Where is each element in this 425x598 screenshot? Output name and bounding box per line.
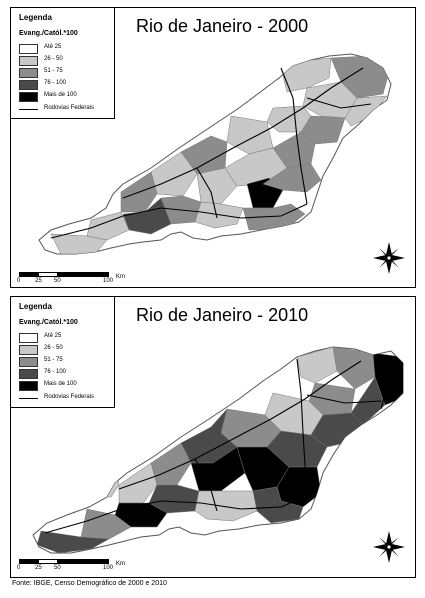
legend-subtitle: Evang./Catól.*100 [19, 30, 78, 37]
legend-item: 26 - 50 [19, 345, 114, 355]
legend-swatch [19, 357, 38, 367]
legend-item: 51 - 75 [19, 68, 114, 78]
legend-title: Legenda [19, 302, 52, 311]
map-title: Rio de Janeiro - 2000 [136, 16, 309, 36]
scale-tick: 25 [35, 278, 42, 284]
legend-label: 51 - 75 [44, 357, 63, 363]
map-legend: Legenda Evang./Catól.*100 Até 25 26 - 50… [11, 297, 115, 408]
legend-label: 26 - 50 [44, 345, 63, 351]
legend-item: Até 25 [19, 44, 114, 54]
scale-tick: 100 [103, 278, 114, 284]
scale-tick: 100 [103, 565, 114, 571]
municipalities-2000 [50, 55, 390, 254]
legend-swatch [19, 345, 38, 355]
scale-tick: 50 [54, 278, 61, 284]
scale-tick: 25 [35, 565, 42, 571]
legend-item: 26 - 50 [19, 56, 114, 66]
scale-tick: 50 [54, 565, 61, 571]
legend-item: 51 - 75 [19, 357, 114, 367]
legend-label: 76 - 100 [44, 369, 67, 375]
source-caption: Fonte: IBGE, Censo Demográfico de 2000 e… [12, 580, 167, 587]
legend-title: Legenda [19, 13, 52, 22]
legend-item: Mais de 100 [19, 381, 114, 391]
legend-swatch [19, 80, 38, 90]
legend-label: 51 - 75 [44, 68, 63, 74]
legend-label: 26 - 50 [44, 56, 63, 62]
road-line-symbol [19, 109, 38, 110]
state-map-2000 [38, 53, 392, 255]
scale-tick: 0 [17, 278, 21, 284]
legend-label: 76 - 100 [44, 80, 67, 86]
scale-tick: 0 [17, 565, 21, 571]
federal-roads-2010 [44, 356, 388, 534]
state-map-2010 [32, 346, 404, 554]
map-panel-2000: Rio de Janeiro - 2000 Legenda Evang./Cat… [10, 7, 416, 288]
legend-roads: Rodovias Federais [19, 105, 114, 114]
legend-label: Até 25 [44, 333, 62, 339]
scale-unit: Km [116, 274, 125, 280]
legend-label: Até 25 [44, 44, 62, 50]
legend-roads: Rodovias Federais [19, 394, 114, 403]
legend-swatch [19, 92, 38, 102]
legend-label: Mais de 100 [44, 381, 77, 387]
legend-item: 76 - 100 [19, 80, 114, 90]
compass-rose-icon [373, 531, 405, 563]
legend-swatch [19, 56, 38, 66]
scale-unit: Km [116, 561, 125, 567]
legend-item: Até 25 [19, 333, 114, 343]
map-panel-2010: Rio de Janeiro - 2010 Legenda Evang./Cat… [10, 296, 416, 578]
legend-item: 76 - 100 [19, 369, 114, 379]
municipalities-2010 [36, 347, 403, 553]
legend-label: Rodovias Federais [44, 105, 95, 111]
road-line-symbol [19, 398, 38, 399]
federal-roads-2000 [50, 67, 372, 239]
map-legend: Legenda Evang./Catól.*100 Até 25 26 - 50… [11, 8, 115, 119]
legend-swatch [19, 333, 38, 343]
legend-label: Rodovias Federais [44, 394, 95, 400]
legend-swatch [19, 381, 38, 391]
legend-label: Mais de 100 [44, 92, 77, 98]
legend-swatch [19, 68, 38, 78]
compass-rose-icon [373, 242, 405, 274]
map-title: Rio de Janeiro - 2010 [136, 305, 309, 325]
legend-swatch [19, 44, 38, 54]
legend-item: Mais de 100 [19, 92, 114, 102]
legend-swatch [19, 369, 38, 379]
legend-subtitle: Evang./Catól.*100 [19, 319, 78, 326]
